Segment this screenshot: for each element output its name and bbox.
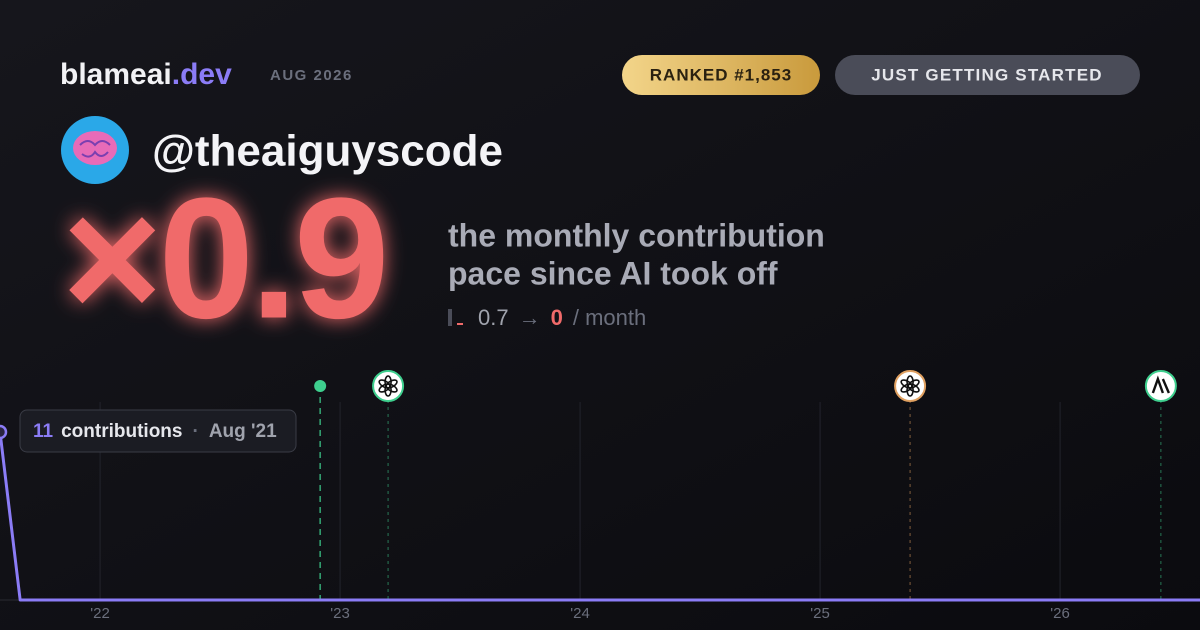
pace-to: 0 xyxy=(551,305,563,330)
mini-bar xyxy=(457,323,463,325)
x-tick-label: '23 xyxy=(330,605,350,622)
desc-line1: the monthly contribution xyxy=(448,217,825,253)
avatar-brain-detail xyxy=(79,140,111,158)
tooltip-sep: · xyxy=(192,421,198,442)
x-tick-label: '24 xyxy=(570,605,590,622)
period: AUG 2026 xyxy=(270,67,353,84)
pace-arrow: → xyxy=(519,305,541,330)
event-dot xyxy=(314,380,327,392)
multiplier: ×0.9 xyxy=(62,162,386,354)
line-series xyxy=(0,431,1200,602)
hover-point xyxy=(0,424,8,440)
icon-petal xyxy=(900,379,913,389)
x-tick-label: '22 xyxy=(90,605,110,622)
icon-glyph xyxy=(1151,375,1170,394)
chart: '22 '23 '24 '25 '26 11 contributions · Aug '21 xyxy=(0,370,1200,622)
mini-bar xyxy=(448,309,452,326)
tooltip-value: 11 xyxy=(33,421,54,442)
desc-line2: pace since AI took off xyxy=(448,255,778,291)
event-icon xyxy=(894,370,927,402)
pace-unit: / month xyxy=(573,305,646,330)
pace-from: 0.7 xyxy=(478,305,509,330)
brand: blameai.dev xyxy=(60,58,232,91)
rank-badge xyxy=(622,55,820,95)
status-text: JUST GETTING STARTED xyxy=(871,65,1102,84)
rank-text: RANKED #1,853 xyxy=(650,65,792,84)
pace-line: 0.7 → 0 / month xyxy=(478,305,646,330)
handle: @theaiguyscode xyxy=(152,127,503,176)
tooltip xyxy=(19,409,297,453)
brand-tld: .dev xyxy=(172,58,232,91)
event-icon xyxy=(372,370,405,402)
x-tick-label: '25 xyxy=(810,605,830,622)
avatar-brain xyxy=(73,131,117,165)
tooltip-text: 11 contributions · Aug '21 xyxy=(33,421,277,442)
tooltip-unit: contributions xyxy=(61,421,182,442)
status-badge xyxy=(835,55,1140,95)
brand-name: blameai xyxy=(60,58,172,91)
tooltip-date: Aug '21 xyxy=(209,421,277,442)
icon-petal xyxy=(378,379,391,389)
x-tick-label: '26 xyxy=(1050,605,1070,622)
